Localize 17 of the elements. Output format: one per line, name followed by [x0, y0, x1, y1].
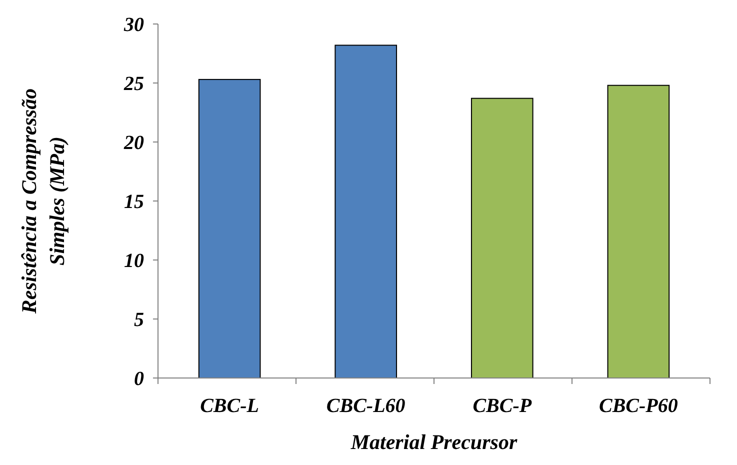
y-tick-label: 15: [124, 191, 144, 213]
y-tick-label: 30: [123, 14, 144, 36]
y-axis-title: Resistência a Compressão Simples (MPa): [17, 88, 69, 315]
bar: [607, 84, 670, 378]
bar: [470, 98, 534, 378]
x-tick-label: CBC-P60: [598, 395, 678, 417]
bar: [334, 44, 398, 378]
x-axis-title: Material Precursor: [350, 430, 518, 454]
bar: [198, 78, 261, 378]
y-tick-label: 5: [134, 309, 144, 331]
x-tick-label: CBC-L: [200, 395, 260, 417]
x-tick-label: CBC-P: [472, 395, 532, 417]
y-tick-label: 10: [124, 250, 144, 272]
x-tick-label: CBC-L60: [326, 395, 406, 417]
y-tick-label: 25: [123, 73, 144, 95]
y-tick-label: 20: [123, 132, 144, 154]
y-tick-label: 0: [134, 368, 144, 390]
